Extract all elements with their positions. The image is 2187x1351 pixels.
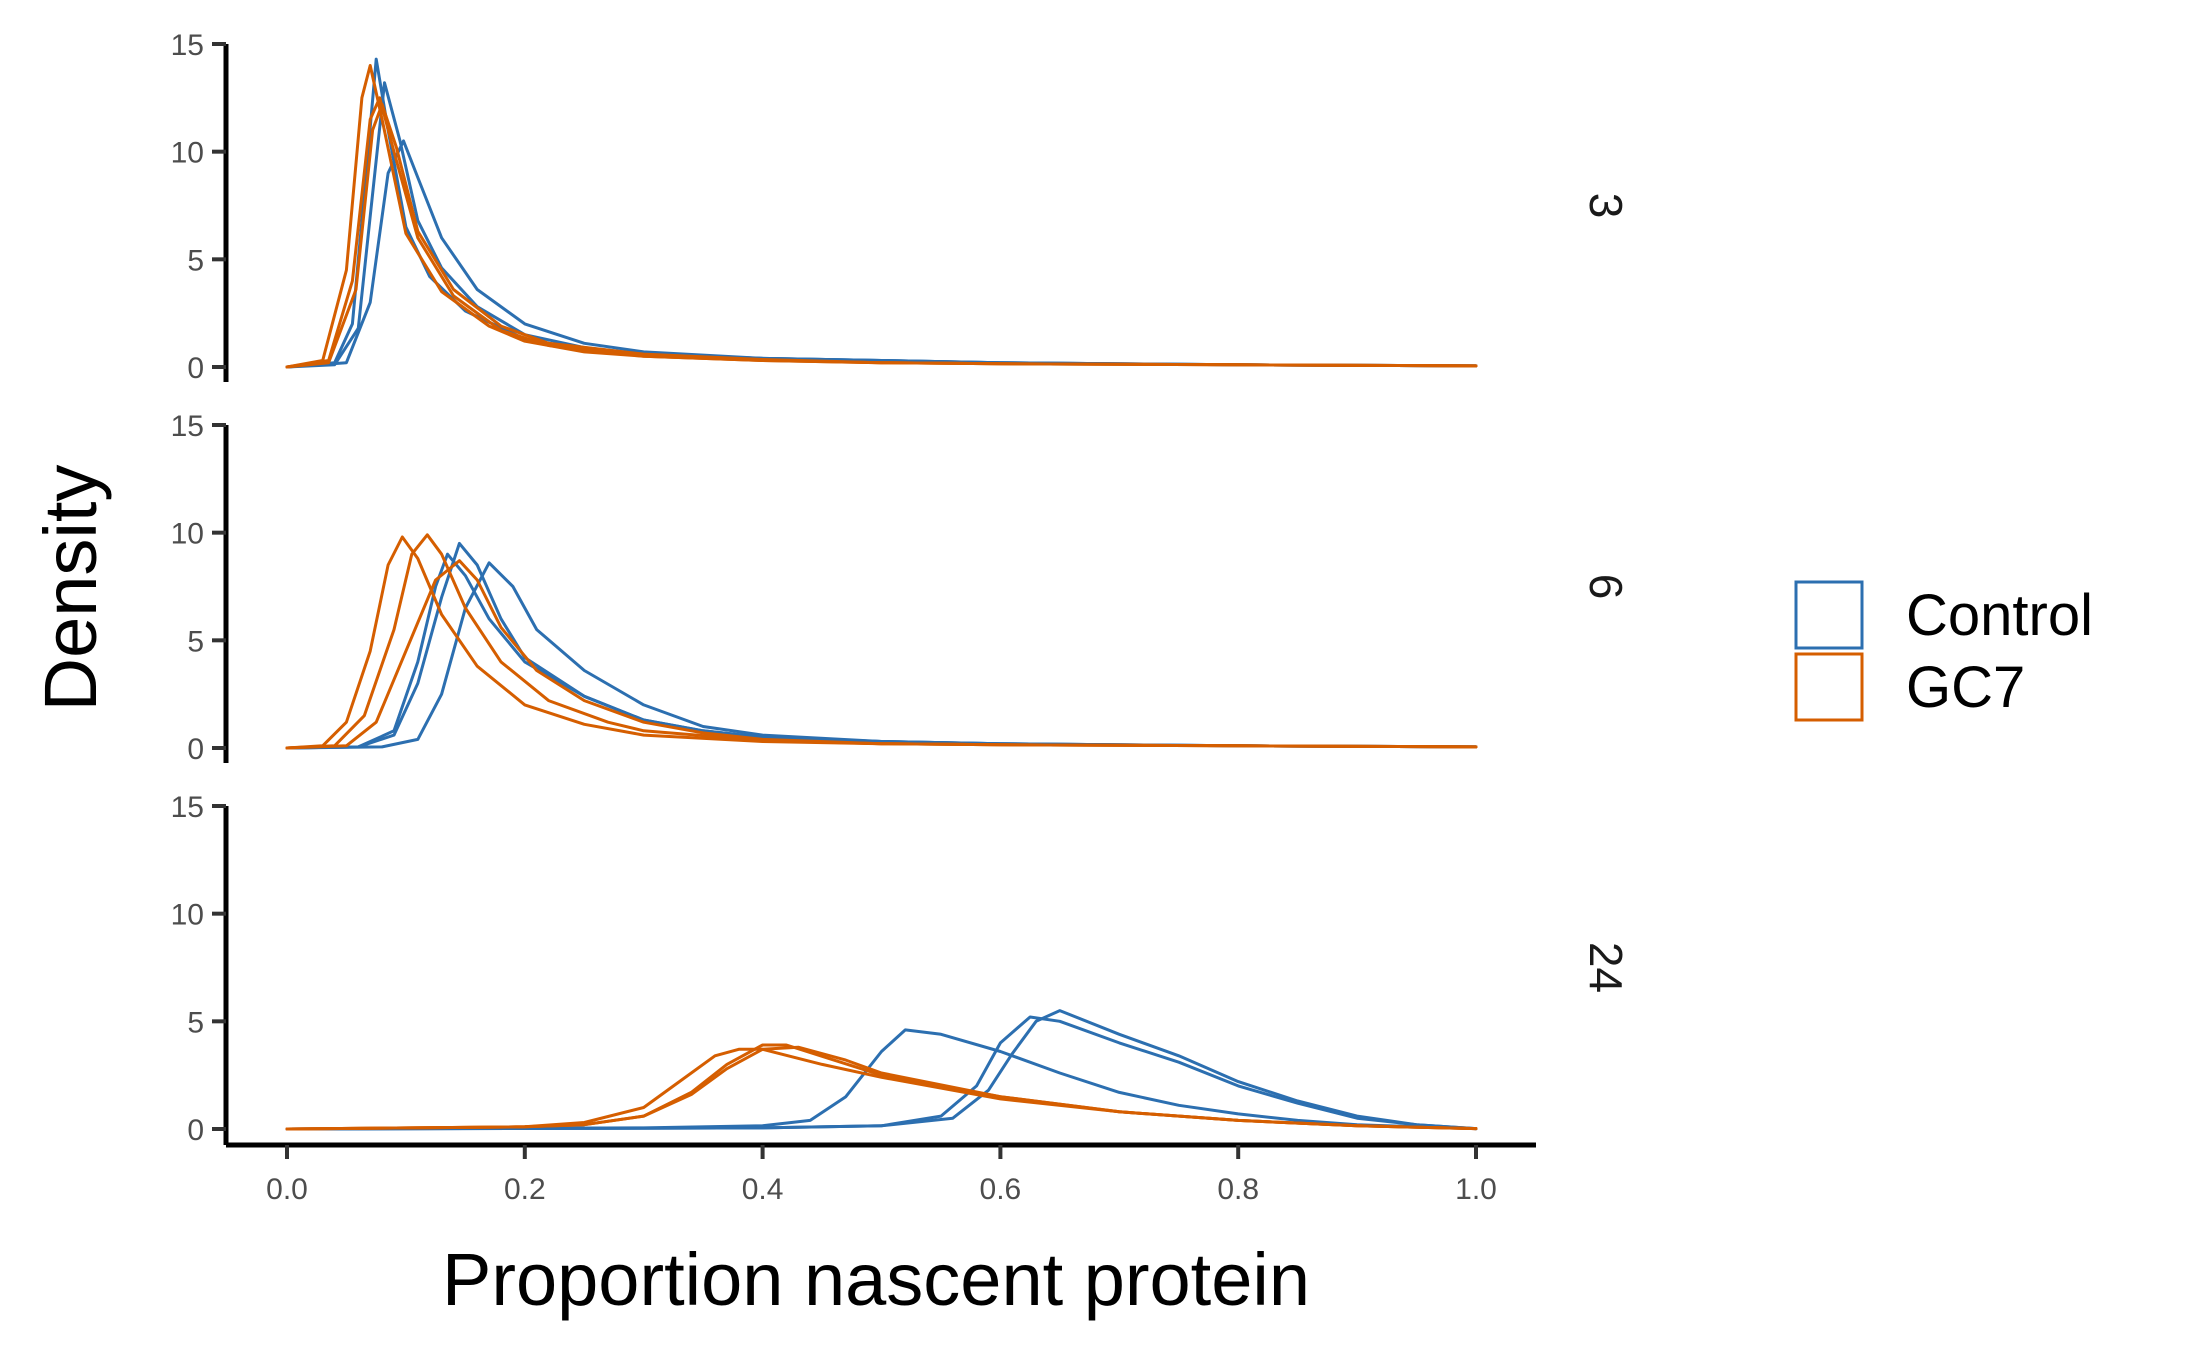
density-curve-gc7-4 <box>285 1047 1478 1131</box>
x-tick-label: 0.4 <box>742 1173 784 1206</box>
density-curve-gc7-6 <box>285 1045 1478 1131</box>
x-tick-label: 0.8 <box>1217 1173 1259 1206</box>
density-curve-gc7-5 <box>285 96 1478 369</box>
density-curve-gc7-6 <box>285 102 1478 369</box>
density-curve-control-2 <box>285 561 1478 750</box>
facet-strip-label: 3 <box>1580 193 1632 219</box>
y-axis-title: Density <box>29 465 112 712</box>
density-curve-control-1 <box>285 1028 1478 1131</box>
density-curve-control-3 <box>285 1009 1478 1131</box>
facet-panels: 0 5 10 15 3 0 5 10 15 6 0 5 10 15 24 <box>171 29 1632 1147</box>
facet-panel-3: 0 5 10 15 3 <box>171 29 1632 385</box>
density-curve-control-2 <box>285 81 1478 369</box>
x-tick-label: 0.0 <box>266 1173 308 1206</box>
density-curve-gc7-4 <box>285 64 1478 369</box>
density-curve-control-3 <box>285 552 1478 750</box>
facet-strip-label: 24 <box>1580 942 1632 993</box>
y-tick-label: 0 <box>187 352 204 385</box>
facet-strip-label: 6 <box>1580 574 1632 600</box>
legend-label: GC7 <box>1906 655 2025 720</box>
legend: Control GC7 <box>1794 580 2093 722</box>
x-tick-label: 0.6 <box>980 1173 1022 1206</box>
legend-label: Control <box>1906 583 2093 648</box>
x-tick-label: 1.0 <box>1455 1173 1497 1206</box>
y-tick-label: 15 <box>171 410 204 443</box>
y-tick-label: 5 <box>187 244 204 277</box>
legend-key <box>1794 652 1864 722</box>
y-tick-label: 0 <box>187 733 204 766</box>
legend-item-gc7: GC7 <box>1794 652 2025 722</box>
y-tick-label: 10 <box>171 518 204 551</box>
x-axis-title: Proportion nascent protein <box>442 1238 1310 1321</box>
y-tick-label: 0 <box>187 1114 204 1147</box>
legend-item-control: Control <box>1794 580 2093 650</box>
x-axis: 0.0 0.2 0.4 0.6 0.8 1.0 <box>226 1142 1536 1206</box>
y-tick-label: 10 <box>171 899 204 932</box>
density-curve-control-1 <box>285 57 1478 369</box>
facet-panel-24: 0 5 10 15 24 <box>171 791 1632 1147</box>
y-tick-label: 5 <box>187 1006 204 1039</box>
y-tick-label: 15 <box>171 29 204 62</box>
density-curve-control-3 <box>285 139 1478 369</box>
y-tick-label: 10 <box>171 137 204 170</box>
y-tick-label: 15 <box>171 791 204 824</box>
facet-panel-6: 0 5 10 15 6 <box>171 410 1632 766</box>
density-curve-gc7-5 <box>285 1043 1478 1131</box>
density-curve-gc7-6 <box>285 559 1478 750</box>
legend-key <box>1794 580 1864 650</box>
y-tick-label: 5 <box>187 625 204 658</box>
x-tick-label: 0.2 <box>504 1173 546 1206</box>
